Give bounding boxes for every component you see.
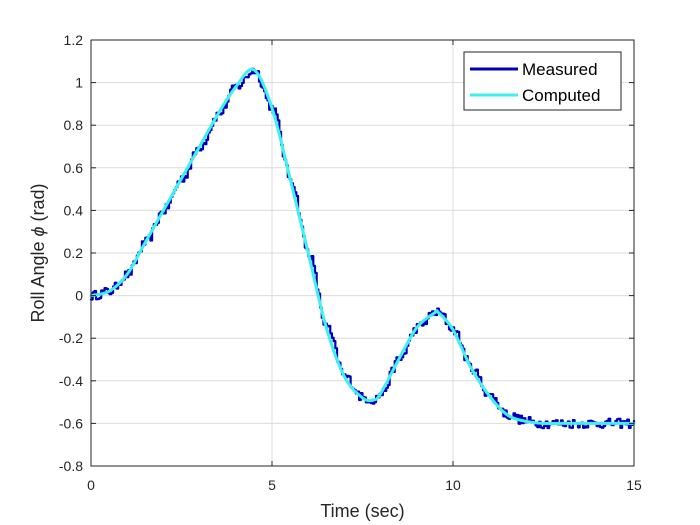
y-tick-label: 0.6 <box>64 160 84 176</box>
y-tick-label: -0.8 <box>59 458 83 474</box>
y-axis-label: Roll Angle ϕ (rad) <box>28 183 48 322</box>
series-line-computed <box>89 67 636 426</box>
y-axis-label-prefix: Roll Angle <box>28 236 48 322</box>
legend-box <box>463 51 622 111</box>
y-tick-label: 0.8 <box>64 117 84 133</box>
series-layer <box>89 67 636 430</box>
y-axis-label-symbol: ϕ <box>28 226 48 236</box>
y-tick-label: -0.4 <box>59 373 83 389</box>
legend-label-computed: Computed <box>522 86 600 105</box>
x-tick-label: 10 <box>445 477 461 493</box>
legend-label-measured: Measured <box>522 60 598 79</box>
axis-ticks: 0 5 10 15 -0.8 -0.6 -0.4 -0.2 0 0.2 0.4 0.6 0.8 1 1.2 <box>59 32 642 493</box>
y-tick-label: 0 <box>75 288 83 304</box>
x-tick-label: 15 <box>626 477 642 493</box>
y-tick-label: 1 <box>75 75 83 91</box>
y-tick-label: 1.2 <box>64 32 84 48</box>
y-tick-label: -0.6 <box>59 415 83 431</box>
y-axis-label-suffix: (rad) <box>28 183 48 226</box>
x-tick-label: 0 <box>87 477 95 493</box>
y-tick-label: -0.2 <box>59 330 83 346</box>
x-tick-label: 5 <box>268 477 276 493</box>
y-tick-label: 0.4 <box>64 202 84 218</box>
legend: Measured Computed <box>463 51 622 111</box>
x-axis-label: Time (sec) <box>320 501 404 521</box>
y-tick-label: 0.2 <box>64 245 84 261</box>
